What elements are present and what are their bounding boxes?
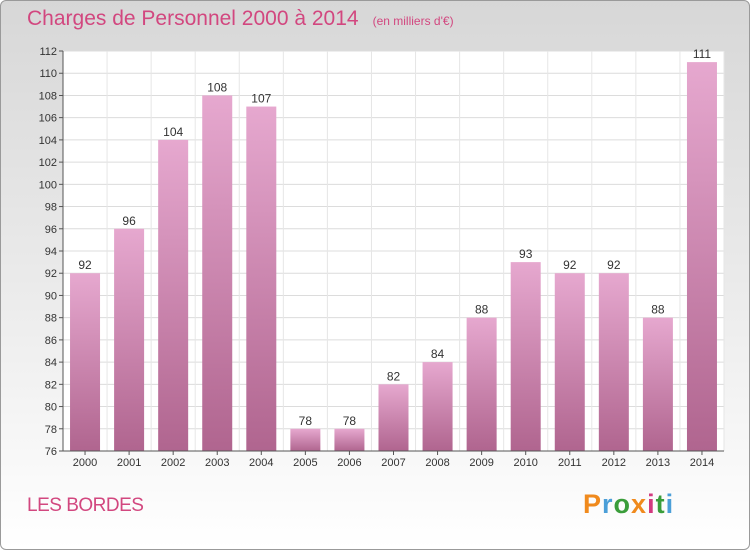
bar-value-label: 78	[343, 414, 357, 428]
bar-value-label: 96	[122, 214, 136, 228]
bar-value-label: 92	[607, 258, 621, 272]
y-tick-label: 78	[45, 424, 57, 436]
bar-value-label: 88	[475, 303, 489, 317]
y-tick-label: 100	[39, 179, 57, 191]
x-tick-label: 2005	[293, 457, 317, 469]
y-tick-label: 98	[45, 202, 57, 214]
x-tick-label: 2001	[117, 457, 141, 469]
bar	[202, 95, 233, 451]
y-tick-label: 112	[39, 46, 57, 58]
x-tick-label: 2006	[337, 457, 361, 469]
bar-value-label: 92	[563, 258, 577, 272]
logo-letter: x	[631, 489, 648, 519]
bar	[422, 362, 453, 451]
logo-letter: i	[647, 489, 656, 519]
x-tick-label: 2004	[249, 457, 273, 469]
y-tick-label: 90	[45, 290, 57, 302]
y-tick-label: 108	[39, 90, 57, 102]
y-tick-label: 80	[45, 402, 57, 414]
axes: 76 78 80 82 84 86 88 90 92 94 96 98 100 102 104 106 108 1…	[39, 46, 724, 469]
y-tick-label: 82	[45, 379, 57, 391]
bar-value-label: 111	[693, 47, 712, 61]
bar-value-label: 78	[299, 414, 313, 428]
y-tick-label: 76	[45, 446, 57, 458]
bar-value-label: 93	[519, 247, 533, 261]
chart-title: Charges de Personnel 2000 à 2014 (en mill…	[27, 7, 454, 31]
commune-name: LES BORDES	[27, 495, 144, 516]
bar	[246, 106, 277, 452]
y-tick-label: 88	[45, 313, 57, 325]
bar-value-label: 84	[431, 347, 445, 361]
bar	[334, 428, 365, 451]
y-tick-label: 92	[45, 268, 57, 280]
y-tick-label: 94	[45, 246, 57, 258]
bar-value-label: 104	[163, 125, 183, 139]
bar-value-label: 108	[207, 80, 227, 94]
bar	[114, 228, 145, 451]
x-tick-label: 2011	[558, 457, 582, 469]
bar	[158, 139, 189, 451]
bar-value-label: 107	[251, 92, 271, 106]
x-tick-label: 2010	[513, 457, 537, 469]
bars: 92 96 104 108 107 78 78 82 84 88 93 92 92 88 111	[70, 47, 717, 452]
logo-letter: i	[665, 489, 675, 519]
bar	[510, 262, 541, 451]
bar	[598, 273, 629, 451]
logo-letter: r	[602, 489, 614, 519]
y-tick-label: 102	[39, 157, 57, 169]
logo-letter: P	[583, 489, 603, 519]
bar	[378, 384, 409, 451]
y-tick-label: 86	[45, 335, 57, 347]
x-tick-label: 2003	[205, 457, 229, 469]
x-tick-label: 2008	[425, 457, 449, 469]
x-tick-label: 2002	[161, 457, 185, 469]
x-tick-label: 2013	[646, 457, 670, 469]
y-tick-label: 106	[39, 113, 57, 125]
bar	[642, 317, 673, 451]
bar-value-label: 88	[651, 303, 665, 317]
chart-title-text: Charges de Personnel 2000 à 2014	[27, 7, 359, 30]
x-tick-label: 2007	[381, 457, 405, 469]
x-tick-label: 2014	[690, 457, 714, 469]
y-tick-label: 110	[39, 68, 57, 80]
logo-letter: o	[613, 489, 632, 519]
bar	[554, 273, 585, 451]
x-tick-label: 2000	[73, 457, 97, 469]
proxiti-logo[interactable]: Proxiti	[583, 489, 674, 520]
bar	[466, 317, 497, 451]
x-tick-label: 2009	[469, 457, 493, 469]
y-tick-label: 84	[45, 357, 57, 369]
bar	[70, 273, 101, 451]
bar	[686, 62, 717, 451]
y-tick-label: 96	[45, 224, 57, 236]
chart-subtitle: (en milliers d'€)	[372, 14, 454, 28]
bar-value-label: 92	[78, 258, 92, 272]
x-tick-label: 2012	[602, 457, 626, 469]
bar-value-label: 82	[387, 369, 401, 383]
bar	[290, 428, 321, 451]
y-tick-label: 104	[39, 135, 57, 147]
logo-letter: t	[655, 489, 666, 519]
